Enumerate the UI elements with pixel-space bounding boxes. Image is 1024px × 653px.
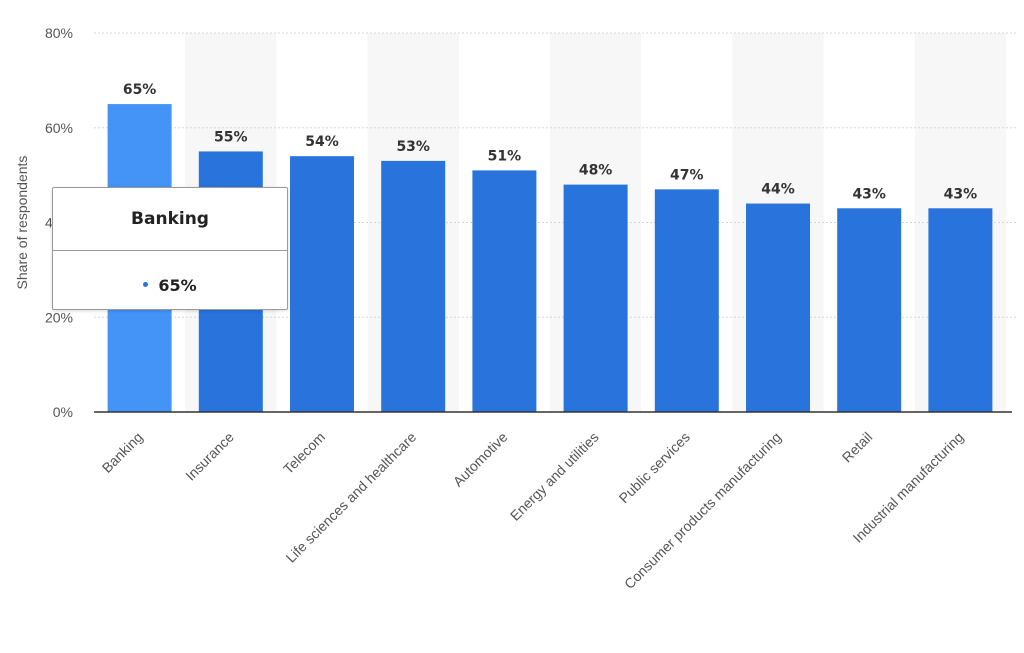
bar[interactable] (837, 208, 902, 412)
bullet-icon (143, 282, 149, 287)
data-label: 53% (396, 139, 430, 155)
x-tick-label: Telecom (280, 429, 328, 477)
x-tick-label: Consumer products manufacturing (621, 429, 784, 592)
y-axis-title: Share of respondents (14, 156, 30, 290)
data-label: 43% (944, 186, 978, 202)
x-tick-label: Banking (99, 429, 146, 476)
x-tick-label: Automotive (450, 429, 511, 490)
data-label: 65% (123, 82, 157, 98)
value-labels: 65% 55% 54% 53% 51% 48% 47% 44% 43% 43% (123, 82, 977, 202)
tooltip-divider (53, 250, 287, 251)
bar[interactable] (472, 170, 537, 412)
tooltip-row: 65% (53, 276, 287, 295)
y-tick-label: 0% (53, 404, 73, 420)
data-label: 43% (852, 186, 886, 202)
bar[interactable] (654, 189, 719, 412)
tooltip: Banking 65% (52, 187, 288, 310)
bar[interactable] (746, 203, 810, 412)
y-tick-label: 60% (45, 120, 73, 136)
tooltip-title: Banking (131, 209, 209, 229)
y-tick-label: 80% (45, 25, 73, 41)
bar[interactable] (381, 160, 446, 412)
x-tick-label: Public services (616, 429, 693, 506)
data-label: 48% (579, 163, 613, 179)
data-label: 55% (214, 129, 248, 145)
data-label: 51% (488, 148, 522, 164)
bar[interactable] (928, 208, 993, 412)
tooltip-value: 65% (158, 276, 197, 295)
bar[interactable] (563, 184, 628, 412)
data-label: 47% (670, 167, 704, 183)
bar[interactable] (290, 156, 354, 412)
data-label: 44% (761, 182, 795, 198)
x-tick-label: Retail (839, 429, 876, 466)
x-tick-label: Energy and utilities (507, 429, 602, 524)
x-tick-label: Insurance (182, 429, 237, 484)
y-tick-label: 20% (45, 309, 73, 325)
data-label: 54% (305, 134, 339, 150)
